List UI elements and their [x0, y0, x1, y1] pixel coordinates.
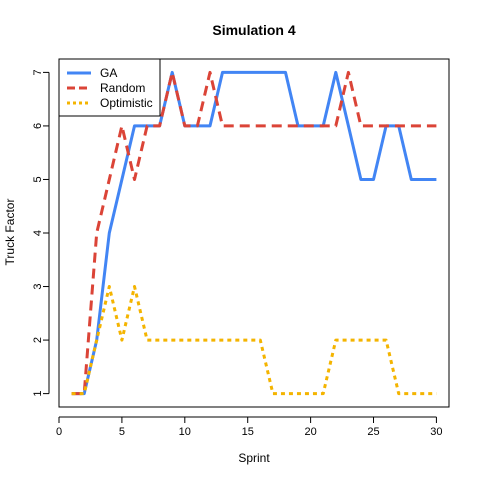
y-axis: 1 2 3 4 5 6 7 — [32, 69, 50, 397]
series-line-random — [71, 70, 437, 396]
x-tick-label: 15 — [242, 426, 254, 438]
y-tick-label: 3 — [32, 283, 44, 289]
series-line-optimistic — [71, 285, 437, 396]
series-line-ga — [71, 70, 437, 396]
x-axis-label: Sprint — [238, 451, 270, 465]
legend-label: Random — [100, 81, 145, 95]
y-tick-label: 7 — [32, 69, 44, 75]
legend-box — [58, 58, 161, 117]
x-tick-label: 0 — [56, 426, 62, 438]
x-tick-label: 5 — [119, 426, 125, 438]
x-axis: 0 5 10 15 20 25 30 — [56, 416, 443, 438]
x-tick-label: 10 — [179, 426, 191, 438]
plot-area — [58, 58, 450, 408]
y-tick-label: 4 — [32, 230, 44, 236]
legend-label: GA — [100, 66, 117, 80]
y-tick-label: 2 — [32, 337, 44, 343]
plot-border — [58, 58, 450, 408]
legend-label: Optimistic — [100, 96, 153, 110]
y-tick-label: 5 — [32, 176, 44, 182]
chart-title: Simulation 4 — [212, 22, 295, 38]
x-tick-label: 20 — [304, 426, 316, 438]
x-tick-label: 30 — [430, 426, 442, 438]
series-lines — [71, 70, 437, 396]
x-tick-label: 25 — [367, 426, 379, 438]
y-axis-label: Truck Factor — [3, 199, 17, 266]
y-tick-label: 6 — [32, 123, 44, 129]
y-tick-label: 1 — [32, 391, 44, 397]
